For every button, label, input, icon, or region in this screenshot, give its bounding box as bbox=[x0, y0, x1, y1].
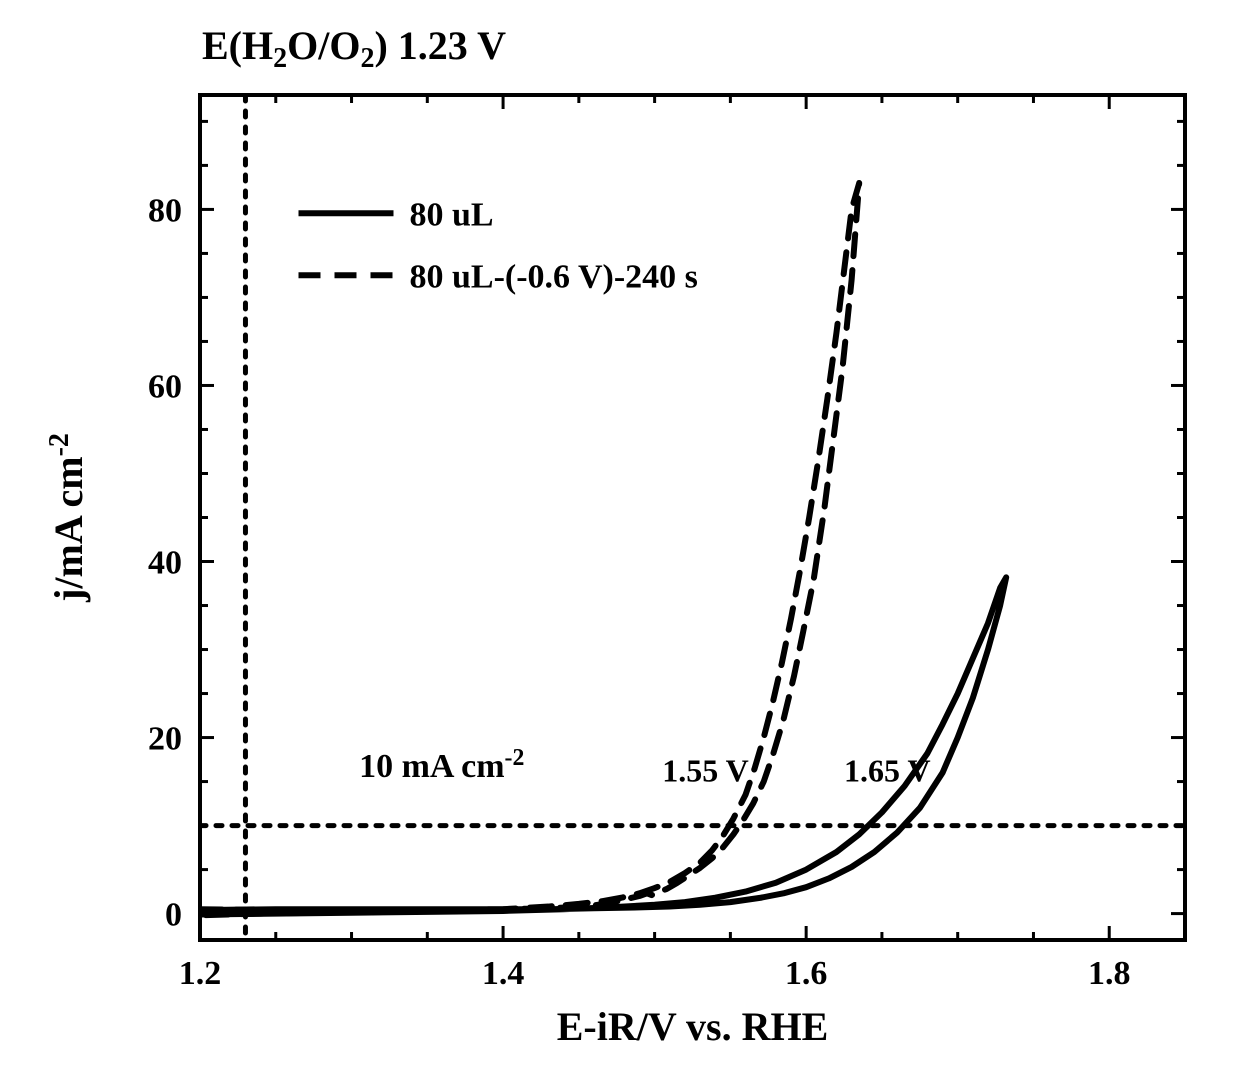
legend-label-1: 80 uL-(-0.6 V)-240 s bbox=[410, 258, 698, 295]
chart-top-title: E(H2O/O2) 1.23 V bbox=[202, 23, 506, 74]
svg-text:20: 20 bbox=[148, 721, 182, 758]
legend-label-0: 80 uL bbox=[410, 196, 494, 233]
svg-text:1.2: 1.2 bbox=[179, 955, 222, 992]
annotation-1: 1.55 V bbox=[662, 753, 749, 789]
svg-text:80: 80 bbox=[148, 192, 182, 229]
svg-text:1.4: 1.4 bbox=[482, 955, 525, 992]
lsv-chart: 1.2 1.4 1.6 1.8 0 20 40 60 80 E-iR/V vs. RHE j/mA … bbox=[0, 0, 1239, 1083]
annotation-0: 10 mA cm-2 bbox=[359, 745, 524, 785]
x-axis-title: E-iR/V vs. RHE bbox=[557, 1004, 829, 1049]
svg-text:1.6: 1.6 bbox=[785, 955, 828, 992]
svg-text:40: 40 bbox=[148, 545, 182, 582]
y-axis-title: j/mA cm-2 bbox=[44, 433, 91, 603]
svg-text:1.8: 1.8 bbox=[1088, 955, 1131, 992]
svg-text:60: 60 bbox=[148, 368, 182, 405]
svg-text:0: 0 bbox=[165, 897, 182, 934]
annotation-2: 1.65 V bbox=[844, 753, 931, 789]
